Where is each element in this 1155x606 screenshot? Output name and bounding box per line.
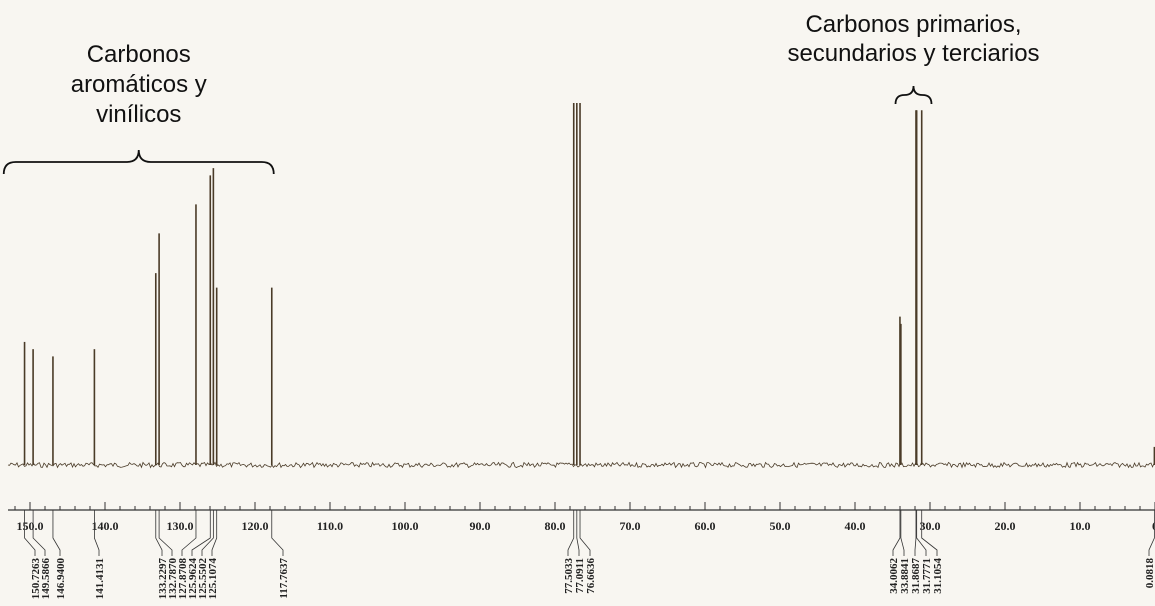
peak-connector-31.1054 <box>921 510 938 556</box>
peak-label-31.7771: 31.7771 <box>921 558 933 594</box>
annotation-aliphatic-line-0: Carbonos primarios, <box>805 11 1021 38</box>
peak-label-77.0911: 77.0911 <box>574 558 586 593</box>
annotations: Carbonos aromáticos y vinílicos Carbonos pr… <box>2 11 1040 175</box>
tick-label-50.0: 50.0 <box>770 519 791 533</box>
tick-label-80.0: 80.0 <box>545 519 566 533</box>
peak-label-133.2297: 133.2297 <box>157 558 169 600</box>
peak-label-149.5866: 149.5866 <box>40 558 52 600</box>
tick-label-0: 0 <box>1152 519 1155 533</box>
peak-connector-34.0062 <box>892 510 901 556</box>
peak-label-150.7263: 150.7263 <box>30 558 42 600</box>
peak-label-76.6636: 76.6636 <box>585 558 597 594</box>
tick-label-70.0: 70.0 <box>620 519 641 533</box>
tick-label-120.0: 120.0 <box>242 519 269 533</box>
peak-label-31.8687: 31.8687 <box>910 558 922 594</box>
tick-label-140.0: 140.0 <box>92 519 119 533</box>
peak-connector-133.2297 <box>155 510 163 556</box>
annotation-aromatic-line-2: vinílicos <box>96 101 181 128</box>
peak-label-132.7870: 132.7870 <box>167 558 179 600</box>
tick-label-100.0: 100.0 <box>392 519 419 533</box>
peak-connector-31.8687 <box>914 510 917 556</box>
peak-label-117.7637: 117.7637 <box>278 558 290 599</box>
annotation-aromatic-line-0: Carbonos <box>87 41 191 68</box>
peak-label-31.1054: 31.1054 <box>932 558 944 594</box>
peak-connector-117.7637 <box>271 510 284 556</box>
tick-label-30.0: 30.0 <box>920 519 941 533</box>
spectrum-baseline <box>7 461 1155 469</box>
tick-label-10.0: 10.0 <box>1070 519 1091 533</box>
peak-label-125.5502: 125.5502 <box>197 558 209 600</box>
brace-aliphatic <box>894 85 933 105</box>
peak-label-125.1074: 125.1074 <box>207 558 219 600</box>
tick-label-90.0: 90.0 <box>470 519 491 533</box>
peak-label-34.0062: 34.0062 <box>888 558 900 594</box>
tick-label-20.0: 20.0 <box>995 519 1016 533</box>
peak-connector-33.8841 <box>900 510 905 556</box>
annotation-aromatic-line-1: aromáticos y <box>71 71 207 98</box>
peak-connector-125.5502 <box>201 510 214 556</box>
peak-connector-141.4131 <box>94 510 100 556</box>
peak-connector-76.6636 <box>579 510 591 556</box>
tick-label-60.0: 60.0 <box>695 519 716 533</box>
tick-label-150.0: 150.0 <box>17 519 44 533</box>
peak-label-33.8841: 33.8841 <box>899 558 911 594</box>
tick-label-110.0: 110.0 <box>317 519 343 533</box>
peak-connector-125.9624 <box>191 510 211 556</box>
peak-connector-146.9400 <box>52 510 61 556</box>
peak-label-127.8708: 127.8708 <box>177 558 189 600</box>
peak-label-0.0818: 0.0818 <box>1144 558 1155 589</box>
peak-connector-127.8708 <box>181 510 197 556</box>
peak-label-125.9624: 125.9624 <box>187 558 199 600</box>
peak-connector-77.5033 <box>567 510 575 556</box>
spectrum <box>7 103 1155 469</box>
tick-label-130.0: 130.0 <box>167 519 194 533</box>
peak-connector-31.7771 <box>916 510 927 556</box>
annotation-aliphatic-line-1: secundarios y terciarios <box>787 40 1039 67</box>
peak-connector-132.7870 <box>158 510 173 556</box>
peak-label-141.4131: 141.4131 <box>94 558 106 599</box>
brace-aromatic <box>2 149 275 175</box>
ppm-axis: 150.0 140.0 130.0 120.0 110.0 100.0 90.0 80.0 70… <box>8 502 1155 533</box>
peak-connector-149.5866 <box>32 510 46 556</box>
peak-connector-0.0818 <box>1148 510 1155 556</box>
peak-label-146.9400: 146.9400 <box>55 558 67 600</box>
tick-label-40.0: 40.0 <box>845 519 866 533</box>
peak-label-77.5033: 77.5033 <box>563 558 575 594</box>
peak-connector-77.0911 <box>576 510 580 556</box>
peak-connector-125.1074 <box>211 510 218 556</box>
peak-connector-150.7263 <box>24 510 36 556</box>
